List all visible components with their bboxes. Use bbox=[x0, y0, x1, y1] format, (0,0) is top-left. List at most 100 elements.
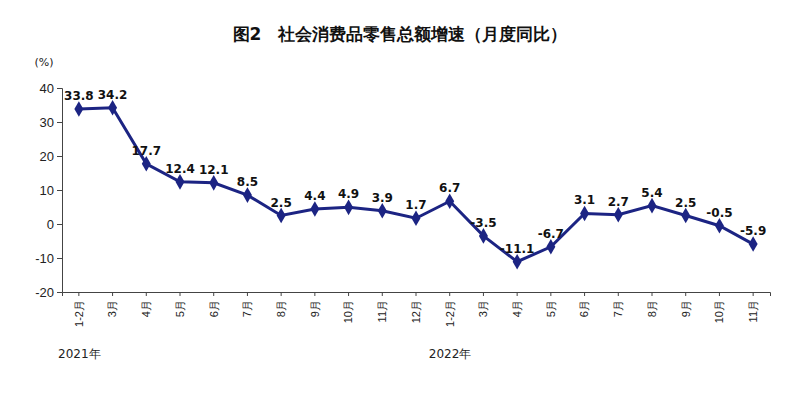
x-tick: 7月 bbox=[241, 292, 253, 317]
x-tick: 12月 bbox=[410, 292, 422, 323]
x-tick: 9月 bbox=[309, 292, 321, 317]
data-label: 4.9 bbox=[338, 187, 359, 201]
x-tick: 11月 bbox=[376, 292, 388, 322]
x-tick-mark bbox=[416, 292, 417, 296]
y-tick-mark bbox=[57, 258, 62, 259]
x-tick-mark bbox=[281, 292, 282, 296]
y-tick-label: 0 bbox=[47, 217, 54, 232]
x-tick: 4月 bbox=[511, 292, 523, 317]
x-tick-label: 11月 bbox=[747, 300, 759, 322]
y-tick: 0 bbox=[47, 217, 62, 232]
x-tick-label: 6月 bbox=[578, 300, 590, 317]
x-tick-mark bbox=[78, 292, 79, 296]
y-tick-label: 10 bbox=[40, 183, 54, 198]
data-label: 17.7 bbox=[131, 144, 161, 158]
x-tick: 10月 bbox=[713, 292, 725, 323]
point-marker bbox=[715, 218, 724, 234]
x-tick-label: 1-2月 bbox=[444, 300, 456, 327]
data-label: -0.5 bbox=[706, 206, 732, 220]
x-tick-mark bbox=[483, 292, 484, 296]
x-axis: 1-2月3月4月5月6月7月8月9月10月11月12月1-2月3月4月5月6月7… bbox=[63, 292, 771, 327]
year-label: 2021年 bbox=[58, 347, 101, 361]
data-label: 33.8 bbox=[64, 89, 94, 103]
y-axis: -20-10010203040 bbox=[35, 81, 62, 300]
x-tick-mark bbox=[685, 292, 686, 296]
y-tick: -10 bbox=[35, 251, 62, 266]
x-tick: 8月 bbox=[646, 292, 658, 317]
series bbox=[74, 100, 757, 270]
chart: 图2 社会消费品零售总额增速（月度同比）-20-100102030401-2月3… bbox=[0, 0, 800, 408]
y-tick-mark bbox=[57, 122, 62, 123]
x-tick-mark bbox=[314, 292, 315, 296]
x-tick: 3月 bbox=[477, 292, 489, 317]
data-label: 3.9 bbox=[372, 191, 393, 205]
x-tick-label: 10月 bbox=[713, 300, 725, 323]
x-tick-label: 3月 bbox=[106, 300, 118, 317]
y-tick-label: 40 bbox=[40, 81, 54, 96]
x-tick-mark bbox=[180, 292, 181, 296]
x-tick-mark bbox=[550, 292, 551, 296]
y-tick-label: -10 bbox=[35, 251, 54, 266]
data-label: 4.4 bbox=[304, 189, 325, 203]
y-tick-mark bbox=[57, 156, 62, 157]
x-tick-label: 1-2月 bbox=[73, 300, 85, 327]
data-label: 8.5 bbox=[237, 175, 258, 189]
y-axis-label: (%) bbox=[34, 56, 53, 69]
x-tick-mark bbox=[247, 292, 248, 296]
point-marker bbox=[580, 206, 589, 222]
y-tick: -20 bbox=[35, 285, 62, 300]
x-tick-label: 9月 bbox=[309, 300, 321, 317]
plot: -20-100102030401-2月3月4月5月6月7月8月9月10月11月1… bbox=[35, 81, 770, 327]
data-label: -6.7 bbox=[538, 227, 564, 241]
x-tick: 10月 bbox=[342, 292, 354, 323]
point-marker bbox=[74, 101, 83, 117]
x-tick: 1-2月 bbox=[73, 292, 85, 327]
x-tick: 6月 bbox=[578, 292, 590, 317]
data-label: 12.1 bbox=[199, 163, 229, 177]
point-marker bbox=[648, 198, 657, 214]
x-tick-mark bbox=[517, 292, 518, 296]
point-marker bbox=[412, 210, 421, 226]
data-label: -5.9 bbox=[740, 224, 766, 238]
x-tick-mark bbox=[348, 292, 349, 296]
data-label: 3.1 bbox=[574, 193, 595, 207]
x-tick-mark bbox=[146, 292, 147, 296]
data-labels: 33.834.217.712.412.18.52.54.44.93.91.76.… bbox=[64, 88, 766, 256]
x-tick-mark bbox=[652, 292, 653, 296]
y-tick-mark bbox=[57, 88, 62, 89]
y-tick-label: -20 bbox=[35, 285, 54, 300]
point-marker bbox=[108, 100, 117, 116]
data-label: 34.2 bbox=[98, 88, 128, 102]
point-marker bbox=[142, 156, 151, 172]
x-tick-label: 7月 bbox=[241, 300, 253, 317]
x-tick-label: 8月 bbox=[646, 300, 658, 317]
x-tick-label: 6月 bbox=[208, 300, 220, 317]
x-tick-mark bbox=[753, 292, 754, 296]
y-tick-mark bbox=[57, 292, 62, 293]
x-tick-label: 3月 bbox=[477, 300, 489, 317]
title: 图2 社会消费品零售总额增速（月度同比） bbox=[233, 24, 568, 44]
x-tick: 6月 bbox=[208, 292, 220, 317]
y-tick: 40 bbox=[40, 81, 62, 96]
x-tick: 11月 bbox=[747, 292, 759, 322]
series-line bbox=[79, 108, 753, 262]
point-marker bbox=[344, 200, 353, 216]
x-tick: 7月 bbox=[612, 292, 624, 317]
point-marker bbox=[513, 254, 522, 270]
x-tick-mark bbox=[584, 292, 585, 296]
x-tick-label: 12月 bbox=[410, 300, 422, 323]
data-label: 2.5 bbox=[675, 196, 696, 210]
data-label: -11.1 bbox=[500, 242, 535, 256]
point-marker bbox=[479, 228, 488, 244]
x-tick-label: 5月 bbox=[174, 300, 186, 317]
x-tick-label: 11月 bbox=[376, 300, 388, 322]
x-tick-label: 5月 bbox=[545, 300, 557, 317]
y-tick-mark bbox=[57, 224, 62, 225]
data-label: 5.4 bbox=[641, 186, 662, 200]
point-marker bbox=[546, 239, 555, 255]
point-marker bbox=[277, 208, 286, 224]
x-tick: 9月 bbox=[680, 292, 692, 317]
data-label: 1.7 bbox=[405, 198, 426, 212]
x-tick-mark bbox=[213, 292, 214, 296]
x-tick-mark bbox=[719, 292, 720, 296]
